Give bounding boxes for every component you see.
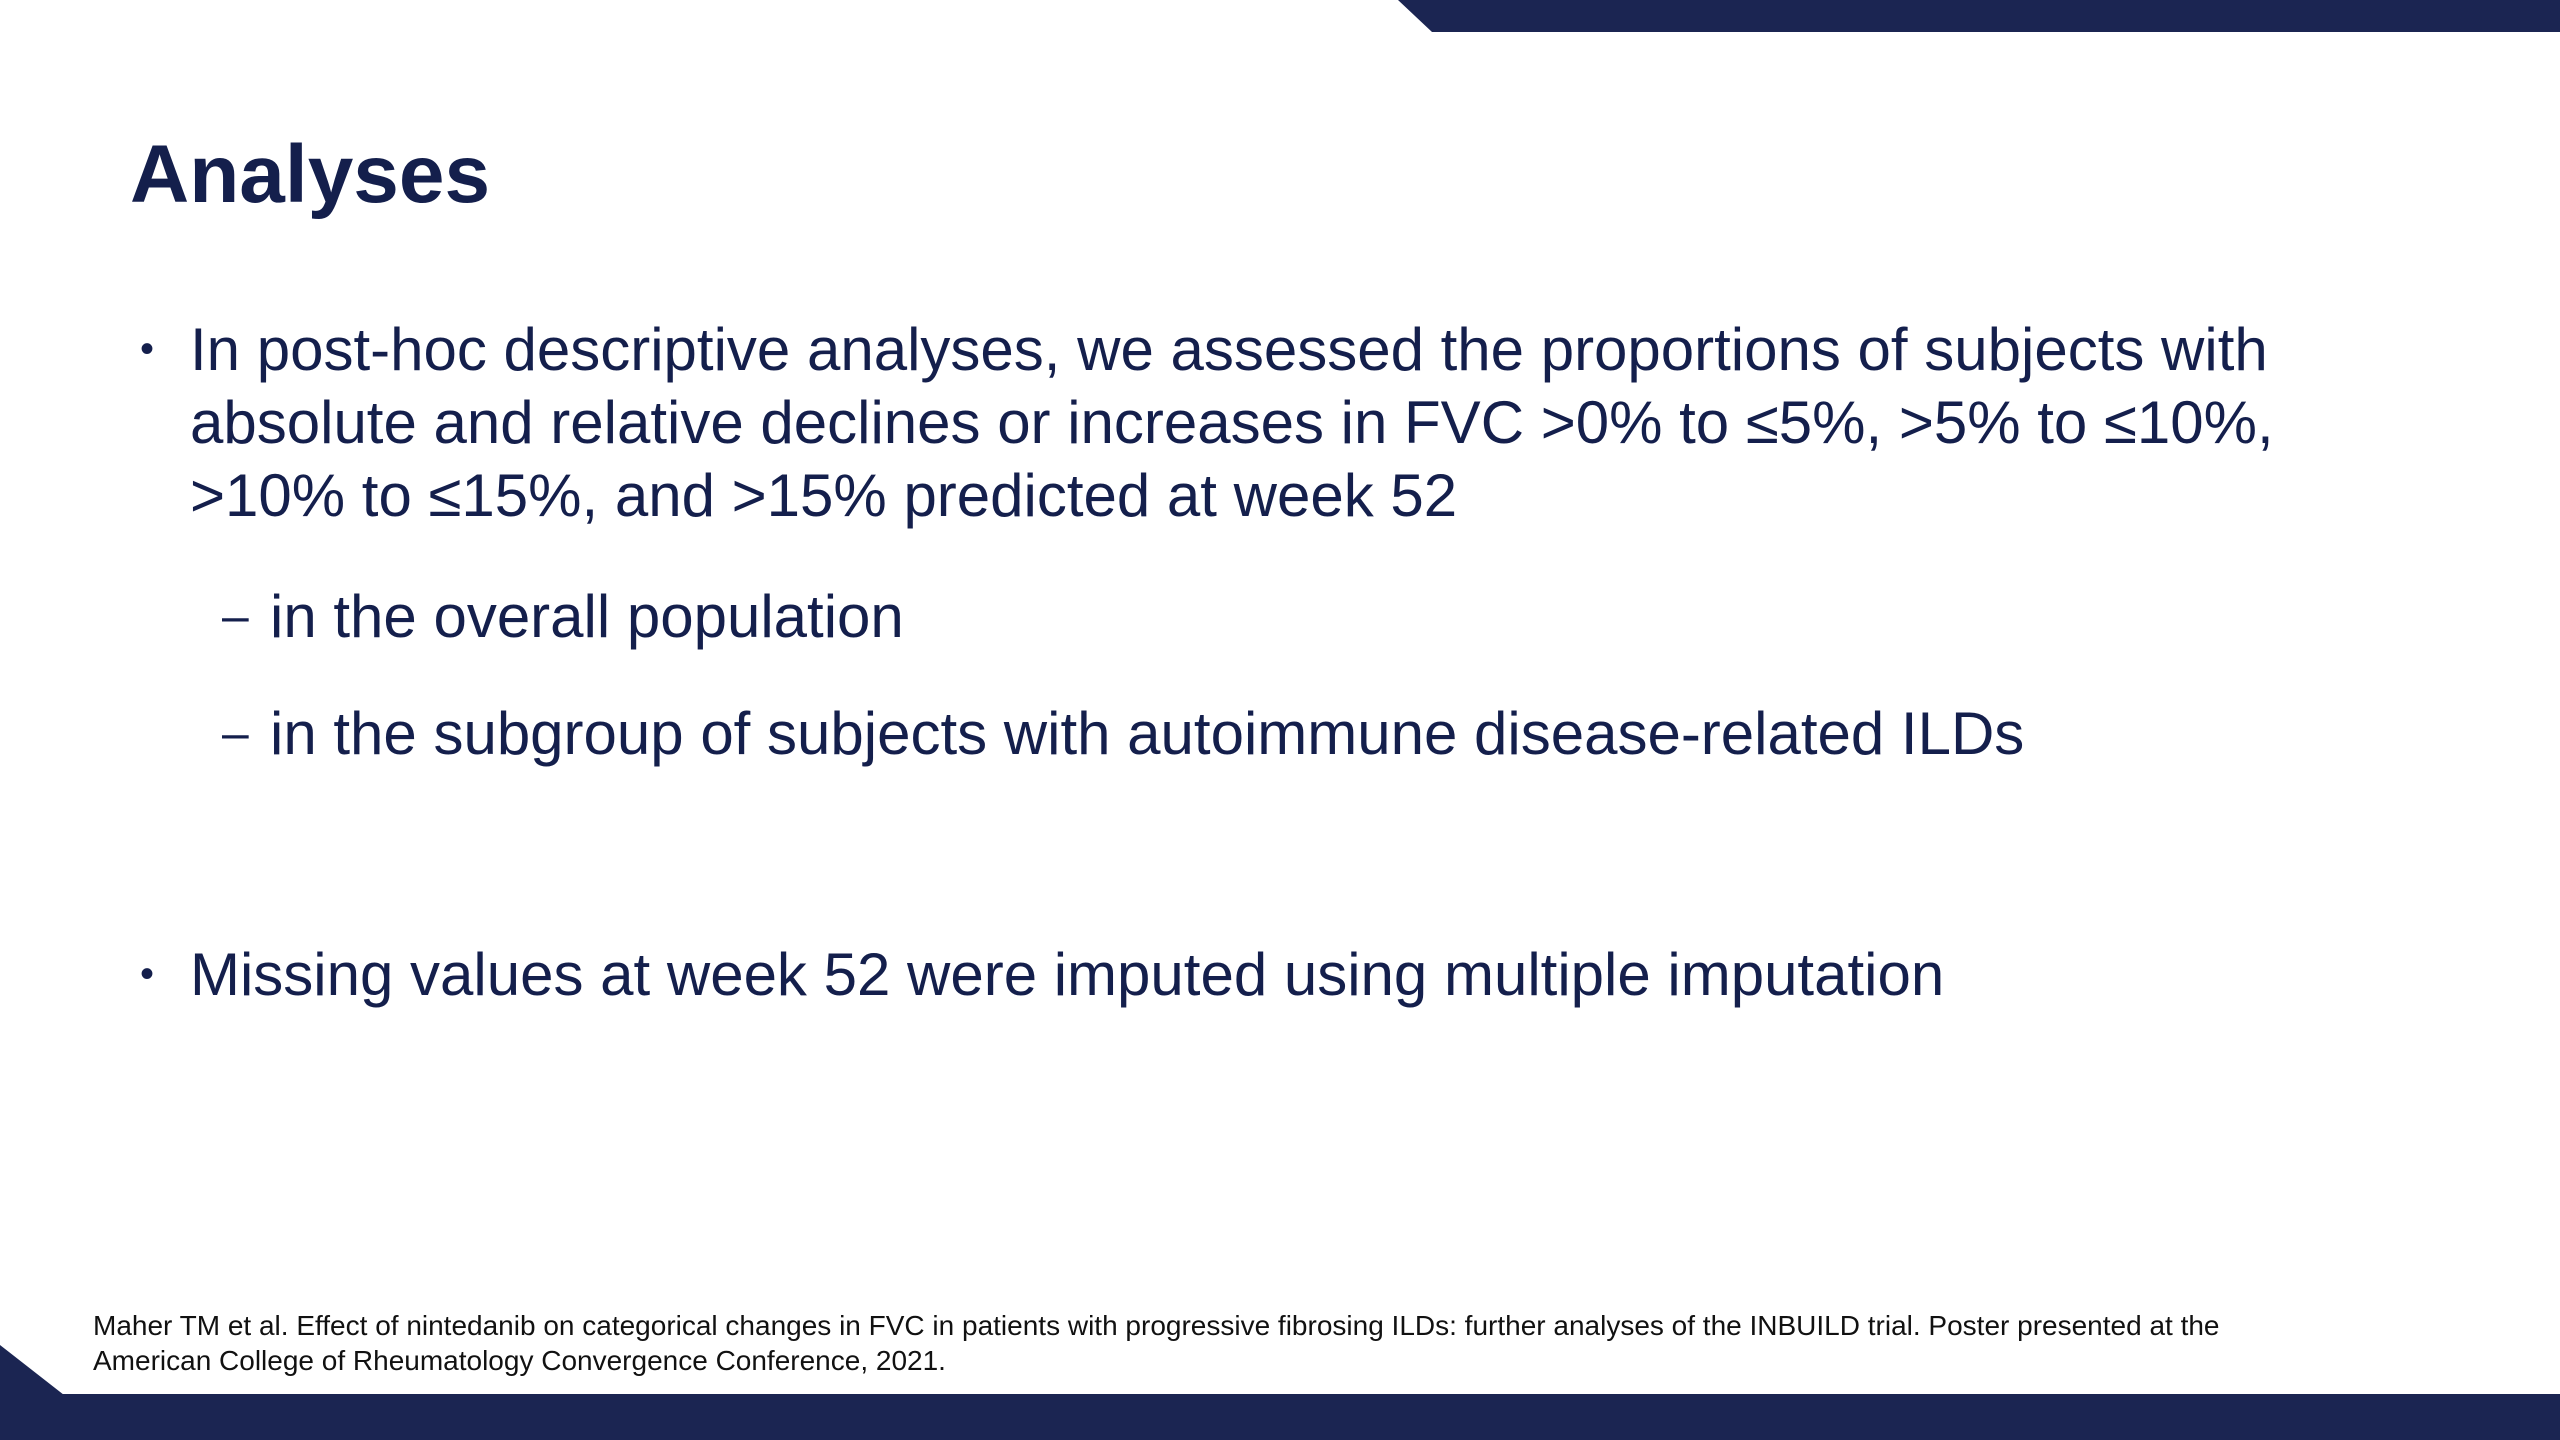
bullet-marker: • xyxy=(140,952,155,996)
bottom-accent-bar xyxy=(0,1394,2560,1440)
reference-line-1: Maher TM et al. Effect of nintedanib on … xyxy=(93,1310,2220,1341)
reference-line-2: American College of Rheumatology Converg… xyxy=(93,1345,946,1376)
sub-item-autoimmune-subgroup: – in the subgroup of subjects with autoi… xyxy=(222,697,2024,770)
bullet-text: Missing values at week 52 were imputed u… xyxy=(190,941,1945,1008)
bullet-item-1: • In post-hoc descriptive analyses, we a… xyxy=(140,313,2440,532)
slide-title: Analyses xyxy=(130,129,491,220)
bullet-marker: • xyxy=(140,327,155,371)
bullet-item-2: • Missing values at week 52 were imputed… xyxy=(140,938,2340,1011)
sub-item-marker: – xyxy=(222,590,249,643)
reference-citation: Maher TM et al. Effect of nintedanib on … xyxy=(93,1308,2393,1378)
top-accent-bar xyxy=(1398,0,2560,32)
sub-item-text: in the subgroup of subjects with autoimm… xyxy=(270,700,2025,767)
sub-item-marker: – xyxy=(222,707,249,760)
sub-item-overall-population: – in the overall population xyxy=(222,580,904,653)
bottom-corner-accent xyxy=(0,1345,64,1395)
bullet-text: In post-hoc descriptive analyses, we ass… xyxy=(190,316,2274,529)
sub-item-text: in the overall population xyxy=(270,583,904,650)
